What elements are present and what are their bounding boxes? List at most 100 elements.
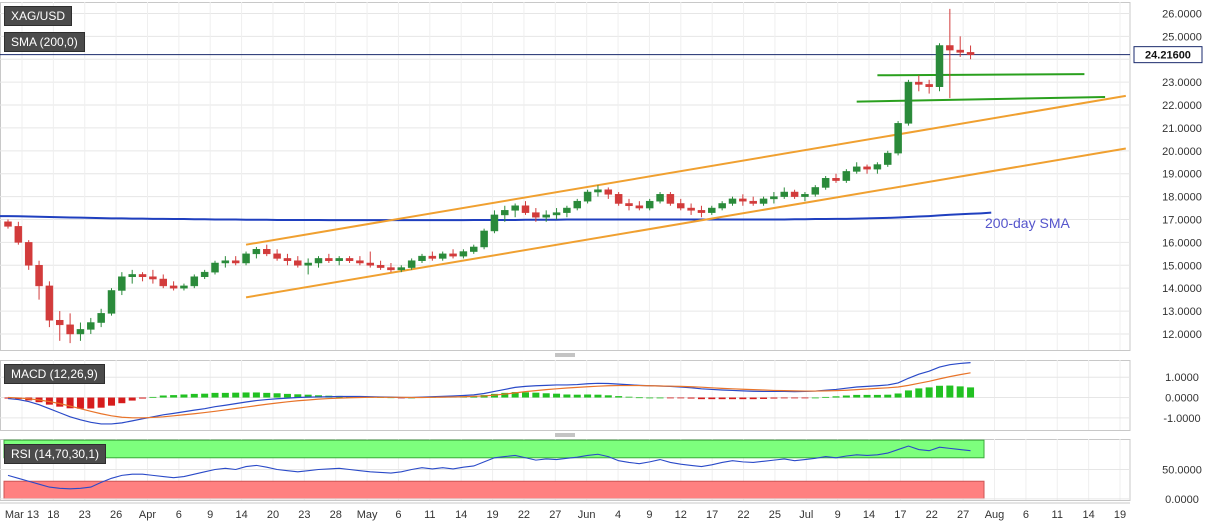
time-tick-label: 6	[395, 509, 401, 521]
sma-legend: SMA (200,0)	[4, 32, 85, 52]
candle-body	[480, 230, 488, 248]
macd-histogram-bar	[263, 392, 271, 398]
time-tick-label: 14	[235, 509, 247, 521]
price-tick-label: 23.0000	[1162, 77, 1202, 89]
macd-histogram-bar	[749, 397, 757, 400]
candle-body	[625, 203, 633, 207]
time-tick-label: 22	[518, 509, 530, 521]
macd-histogram-bar	[594, 394, 602, 398]
time-tick-label: 17	[706, 509, 718, 521]
candle-body	[45, 285, 54, 321]
time-tick-label: Jun	[578, 509, 596, 521]
macd-histogram-bar	[936, 385, 943, 398]
candle-body	[283, 258, 292, 261]
candle-body	[438, 253, 447, 259]
price-tick-label: 13.0000	[1162, 306, 1202, 318]
candle-body	[149, 276, 157, 280]
time-tick-label: 23	[79, 509, 91, 521]
time-tick-label: 18	[47, 509, 59, 521]
candle-body	[263, 249, 271, 255]
price-tick-label: 20.0000	[1162, 146, 1202, 158]
macd-legend: MACD (12,26,9)	[4, 364, 105, 384]
candle-body	[314, 258, 323, 264]
pane-frame	[0, 2, 1131, 351]
candle-body	[356, 260, 364, 264]
macd-histogram-bar	[708, 397, 716, 400]
macd-histogram-bar	[604, 395, 612, 398]
macd-histogram-bar	[780, 397, 788, 399]
macd-histogram-bar	[159, 395, 167, 398]
candle-body	[894, 123, 902, 154]
time-tick-label: 20	[267, 509, 279, 521]
macd-histogram-bar	[718, 397, 726, 400]
macd-histogram-bar	[873, 394, 881, 398]
macd-histogram-bar	[573, 394, 581, 398]
macd-histogram-bar	[760, 397, 768, 399]
candle-body	[335, 258, 343, 261]
price-tick-label: 17.0000	[1162, 215, 1202, 227]
time-tick-label: 11	[1052, 509, 1063, 521]
candle-body	[832, 178, 840, 181]
candle-body	[407, 260, 416, 268]
candle-body	[573, 200, 581, 209]
candle-body	[770, 196, 778, 200]
macd-histogram-bar	[180, 394, 188, 398]
candle-body	[35, 265, 43, 287]
price-tick-label: 14.0000	[1162, 283, 1202, 295]
macd-histogram-bar	[967, 387, 975, 398]
trend-line	[877, 73, 1085, 77]
macd-histogram-bar	[139, 397, 147, 399]
macd-histogram-bar	[584, 394, 592, 398]
time-tick-label: 23	[298, 509, 310, 521]
macd-histogram-bar	[304, 394, 312, 398]
candle-body	[304, 262, 312, 266]
candle-body	[56, 319, 64, 326]
macd-histogram-bar	[128, 397, 136, 401]
candle-body	[552, 212, 561, 216]
pane-frame	[0, 360, 1131, 431]
sma200-annotation: 200-day SMA	[985, 215, 1070, 231]
macd-histogram-bar	[511, 392, 519, 398]
candle-body	[697, 210, 706, 213]
time-grid	[21, 2, 1121, 500]
candle-body	[459, 251, 468, 257]
price-tick-label: 12.0000	[1162, 329, 1202, 341]
macd-histogram-bar	[221, 392, 229, 398]
candle-body	[842, 171, 851, 181]
candle-body	[376, 265, 385, 268]
macd-histogram-bar	[190, 393, 198, 398]
candle-body	[294, 260, 302, 266]
candle-body	[418, 255, 426, 261]
candle-body	[490, 214, 499, 232]
time-tick-label: Aug	[985, 509, 1005, 521]
macd-histogram-bar	[925, 387, 933, 398]
candle-body	[138, 274, 147, 277]
candle-body	[801, 194, 809, 197]
time-tick-label: 9	[835, 509, 841, 521]
macd-histogram-bar	[666, 397, 674, 399]
macd-line	[7, 362, 971, 425]
candle-body	[718, 203, 726, 209]
macd-histogram-bar	[915, 388, 923, 398]
macd-histogram-bar	[201, 393, 209, 398]
time-tick-label: 6	[1023, 509, 1029, 521]
macd-histogram-bar	[542, 393, 550, 398]
macd-histogram-bar	[739, 397, 747, 400]
time-tick-label: 14	[455, 509, 467, 521]
macd-histogram-bar	[946, 385, 954, 398]
time-tick-label: 26	[110, 509, 122, 521]
macd-histogram-bar	[832, 396, 840, 398]
time-tick-label: May	[357, 509, 378, 521]
time-tick-label: 22	[926, 509, 938, 521]
candle-body	[635, 205, 644, 209]
macd-tick-label: 0.0000	[1165, 393, 1199, 405]
macd-tick-label: 1.0000	[1165, 372, 1199, 384]
candle-body	[449, 253, 457, 257]
macd-histogram-bar	[615, 396, 623, 398]
macd-histogram-bar	[729, 397, 736, 400]
trend-line	[856, 96, 1106, 103]
candle-body	[884, 152, 892, 165]
candles	[4, 8, 975, 344]
candle-body	[521, 205, 530, 213]
macd-histogram-bar	[522, 392, 529, 398]
